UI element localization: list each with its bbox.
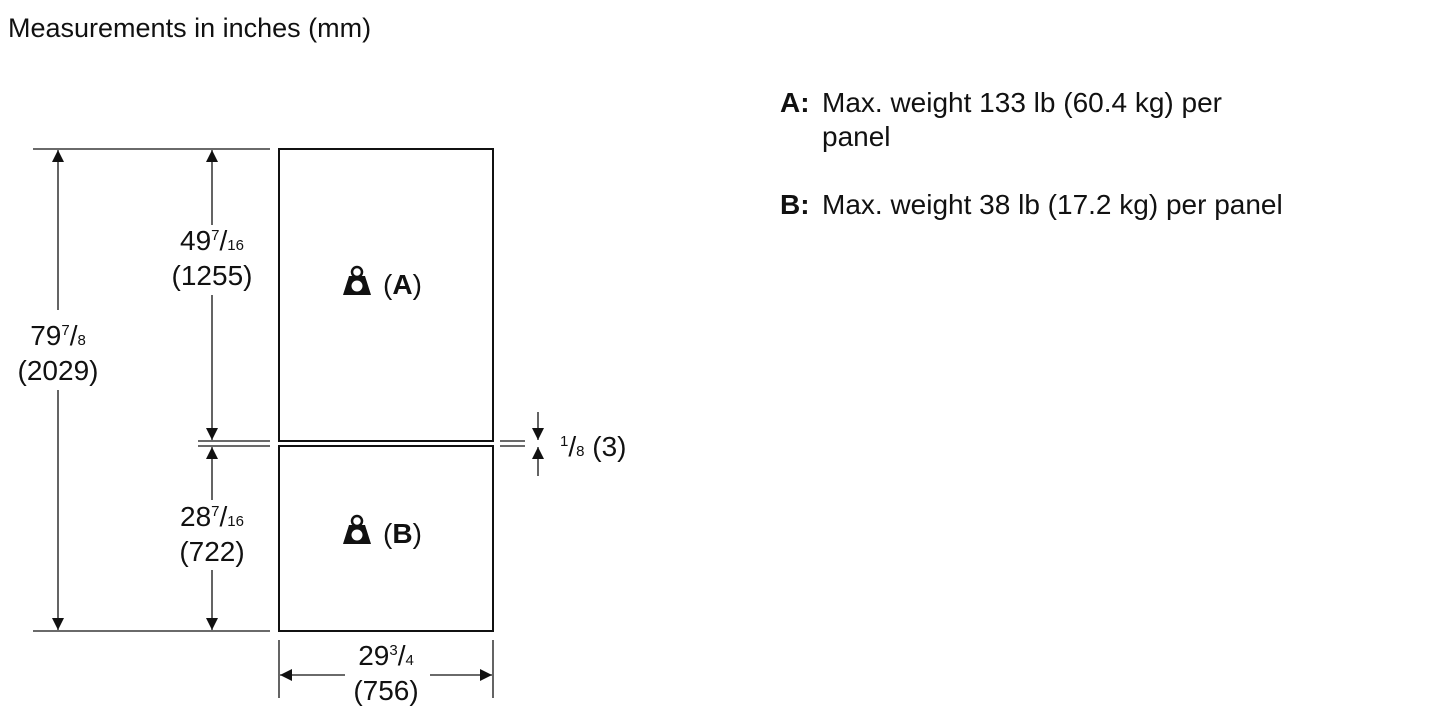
width-inches: 293/4 — [358, 640, 414, 671]
total-height-mm: (2029) — [18, 355, 99, 386]
gap-dimension: 1/8 (3) — [560, 431, 626, 462]
lower-height-inches: 287/16 — [180, 501, 244, 532]
legend-text-b: Max. weight 38 lb (17.2 kg) per panel — [822, 189, 1283, 220]
lower-height-mm: (722) — [179, 536, 244, 567]
panel-label-b: (B) — [383, 518, 422, 549]
upper-panel — [278, 148, 494, 442]
total-height-inches: 797/8 — [30, 320, 86, 351]
legend-key-a: A: — [780, 87, 810, 118]
legend: A: Max. weight 133 lb (60.4 kg) per pane… — [780, 87, 1283, 220]
legend-key-b: B: — [780, 189, 810, 220]
legend-text-a-line1: Max. weight 133 lb (60.4 kg) per — [822, 87, 1222, 118]
diagram-title: Measurements in inches (mm) — [8, 13, 371, 43]
lower-panel — [278, 445, 494, 632]
panel-label-a: (A) — [383, 269, 422, 300]
width-mm: (756) — [353, 675, 418, 706]
dimension-arrows — [52, 150, 544, 681]
legend-text-a-line2: panel — [822, 121, 891, 152]
upper-height-inches: 497/16 — [180, 225, 244, 256]
extension-lines — [33, 148, 525, 698]
upper-height-mm: (1255) — [172, 260, 253, 291]
